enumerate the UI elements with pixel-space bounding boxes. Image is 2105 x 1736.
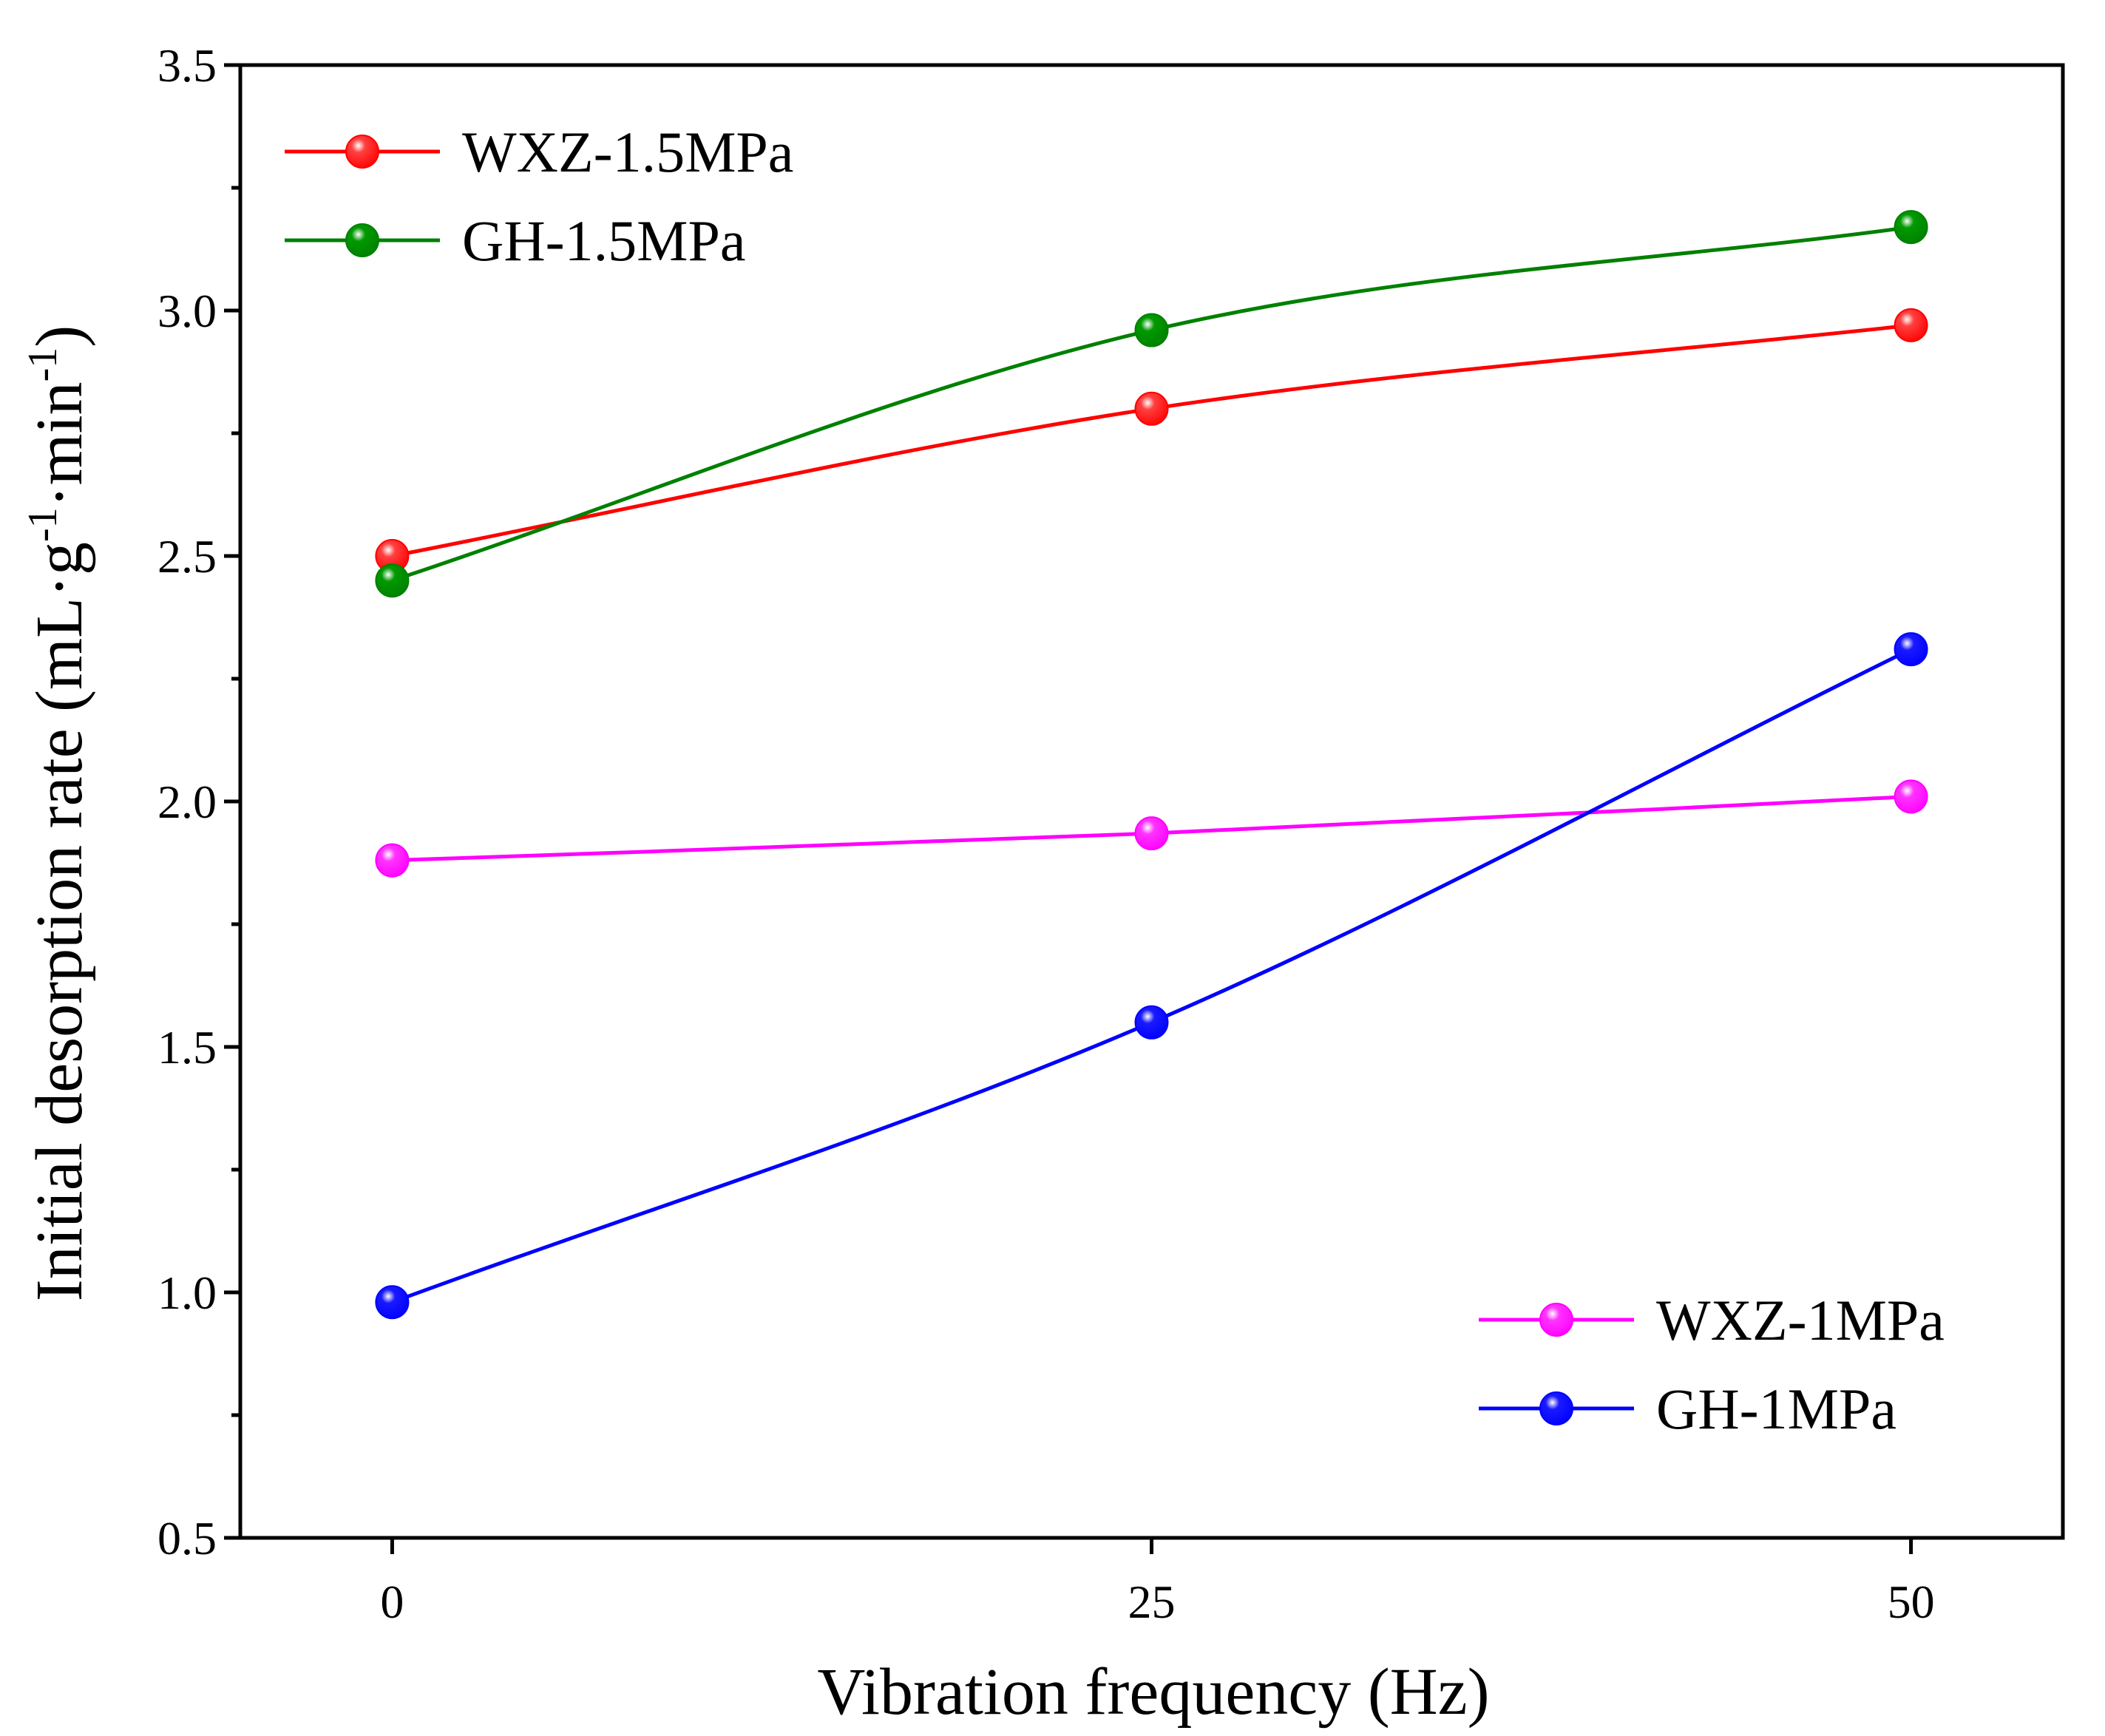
y-axis: 0.5 1.0 1.5 2.0 2.5 3.0 3.5	[157, 39, 240, 1564]
legend: WXZ-1.5MPa GH-1.5MPa WXZ-1MPa GH-1MPa	[285, 120, 1945, 1441]
data-point	[375, 1285, 410, 1320]
data-point	[1894, 308, 1928, 342]
x-tick-label: 25	[1128, 1576, 1176, 1628]
legend-item-gh-1-5mpa: GH-1.5MPa	[285, 208, 746, 273]
y-tick-label: 3.0	[157, 285, 217, 337]
data-point	[1134, 391, 1169, 426]
data-point	[1894, 779, 1928, 814]
y-tick-label: 0.5	[157, 1512, 217, 1564]
y-tick-label: 1.0	[157, 1267, 217, 1319]
series-gh-1-5mpa	[375, 210, 1928, 598]
data-point	[375, 563, 410, 598]
y-tick-label: 3.5	[157, 39, 217, 92]
series-wxz-1-5mpa	[375, 308, 1928, 573]
legend-item-gh-1mpa: GH-1MPa	[1479, 1377, 1896, 1441]
x-axis: 0 25 50	[380, 1538, 1935, 1628]
series-wxz-1mpa	[375, 779, 1928, 878]
legend-item-wxz-1-5mpa: WXZ-1.5MPa	[285, 120, 793, 184]
legend-swatch-marker	[1539, 1391, 1573, 1425]
data-point	[1134, 816, 1169, 851]
legend-swatch-marker	[345, 223, 379, 257]
y-tick-label: 1.5	[157, 1021, 217, 1074]
y-tick-label: 2.0	[157, 776, 217, 828]
data-point	[1134, 1005, 1169, 1040]
series-gh-1mpa	[375, 632, 1928, 1320]
data-point	[375, 843, 410, 878]
x-tick-label: 50	[1888, 1576, 1935, 1628]
data-point	[1894, 632, 1928, 667]
x-tick-label: 0	[380, 1576, 404, 1628]
data-point	[1134, 313, 1169, 347]
legend-swatch-marker	[345, 135, 379, 169]
legend-label: GH-1MPa	[1656, 1377, 1896, 1441]
data-point	[1894, 210, 1928, 245]
legend-label: WXZ-1MPa	[1656, 1288, 1945, 1352]
legend-label: GH-1.5MPa	[462, 208, 746, 273]
x-axis-title: Vibration frequency (Hz)	[817, 1655, 1489, 1729]
series-layer	[375, 210, 1928, 1320]
legend-swatch-marker	[1539, 1303, 1573, 1337]
y-tick-label: 2.5	[157, 530, 217, 583]
legend-label: WXZ-1.5MPa	[462, 120, 793, 184]
legend-item-wxz-1mpa: WXZ-1MPa	[1479, 1288, 1945, 1352]
y-axis-title: Initial desorption rate (mL·g-1·min-1)	[20, 325, 96, 1301]
